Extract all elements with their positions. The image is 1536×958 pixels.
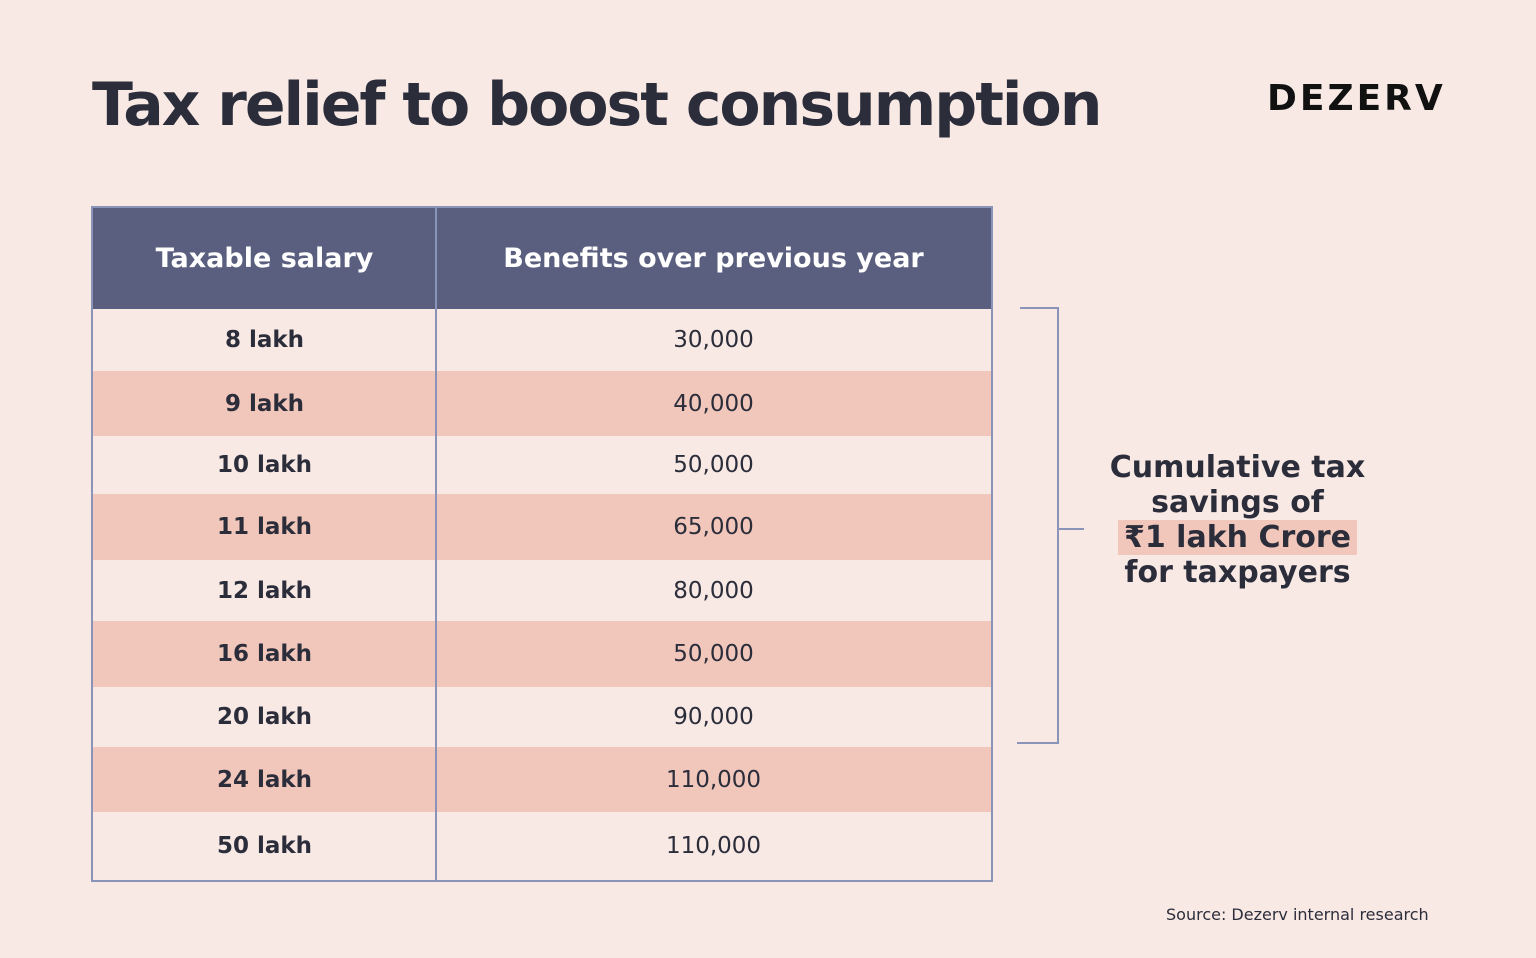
bracket-line (1017, 307, 1059, 744)
benefit-cell: 90,000 (673, 704, 754, 730)
benefit-cell: 50,000 (673, 452, 754, 478)
benefit-cell: 110,000 (665, 766, 762, 793)
column-header-salary: Taxable salary (155, 243, 374, 274)
salary-cell: 12 lakh (216, 577, 313, 604)
salary-cell: 24 lakh (216, 766, 313, 793)
benefit-cell: 80,000 (673, 577, 754, 604)
savings-callout: Cumulative tax savings of ₹1 lakh Crore … (1090, 450, 1385, 590)
salary-cell: 10 lakh (216, 452, 313, 478)
table-row: 50 lakh 110,000 (93, 812, 991, 880)
column-header-benefit: Benefits over previous year (503, 243, 924, 274)
benefit-cell: 65,000 (673, 514, 754, 540)
callout-line-2: savings of (1151, 485, 1324, 520)
bracket-connector (1017, 307, 1084, 744)
page-title: Tax relief to boost consumption (92, 70, 1102, 140)
table-row: 20 lakh 90,000 (93, 687, 991, 747)
salary-cell: 11 lakh (216, 514, 313, 540)
benefit-cell: 40,000 (673, 390, 754, 417)
table-row: 24 lakh 110,000 (93, 747, 991, 812)
brand-logo: DEZERV (1267, 78, 1446, 119)
table-row: 11 lakh 65,000 (93, 494, 991, 560)
callout-line-4: for taxpayers (1124, 555, 1351, 590)
table-row: 9 lakh 40,000 (93, 371, 991, 436)
salary-cell: 50 lakh (216, 833, 313, 859)
tax-benefit-table: Taxable salary Benefits over previous ye… (91, 206, 993, 882)
salary-cell: 8 lakh (224, 327, 305, 353)
salary-cell: 20 lakh (216, 704, 313, 730)
benefit-cell: 110,000 (665, 833, 762, 859)
table-row: 16 lakh 50,000 (93, 621, 991, 687)
callout-highlight: ₹1 lakh Crore (1117, 520, 1358, 555)
column-divider (435, 208, 437, 880)
table-body: 8 lakh 30,000 9 lakh 40,000 10 lakh 50,000 11 … (93, 309, 991, 880)
table-row: 10 lakh 50,000 (93, 436, 991, 494)
source-note: Source: Dezerv internal research (1166, 905, 1429, 924)
table-row: 12 lakh 80,000 (93, 560, 991, 621)
salary-cell: 9 lakh (224, 390, 305, 417)
table-header: Taxable salary Benefits over previous ye… (93, 208, 991, 309)
salary-cell: 16 lakh (216, 641, 313, 667)
table-row: 8 lakh 30,000 (93, 309, 991, 371)
benefit-cell: 50,000 (673, 641, 754, 667)
callout-line-1: Cumulative tax (1109, 450, 1366, 485)
benefit-cell: 30,000 (673, 327, 754, 353)
